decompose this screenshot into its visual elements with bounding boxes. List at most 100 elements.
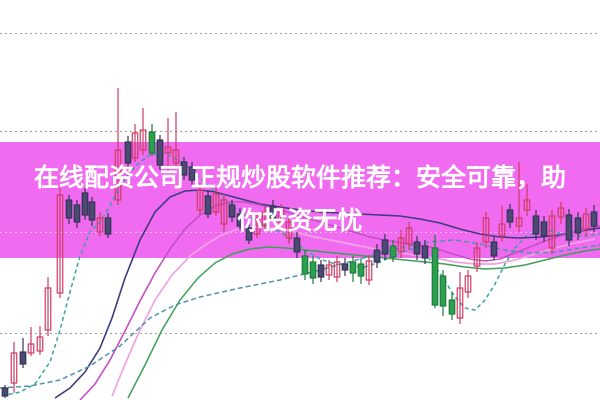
candles [1, 88, 598, 398]
candle-body [104, 217, 112, 235]
candle-body [349, 261, 357, 274]
candle-body [456, 287, 464, 319]
candle-body [65, 199, 73, 219]
candle-body [309, 261, 317, 279]
candle-body [196, 189, 204, 211]
candle-body [397, 237, 405, 253]
candle-body [341, 263, 349, 271]
candle-body [114, 149, 122, 201]
candle [413, 236, 421, 260]
candle [365, 255, 373, 285]
candle [236, 208, 244, 230]
candle-body [582, 213, 590, 230]
candle-body [381, 239, 389, 255]
candle-body [482, 217, 490, 243]
candle-body [131, 132, 139, 159]
candle [464, 270, 472, 298]
candle-body [253, 219, 261, 235]
candle [333, 256, 341, 282]
candle [220, 194, 228, 232]
candle-body [574, 217, 582, 234]
candle [405, 222, 413, 250]
candle-body [431, 247, 439, 306]
candle-body [124, 141, 132, 164]
candle-body [236, 213, 244, 227]
candle [212, 188, 220, 216]
candle-body [325, 264, 333, 276]
candle [381, 234, 389, 260]
candle [473, 242, 481, 272]
candle [448, 292, 456, 320]
candle-body [405, 227, 413, 245]
candle [261, 206, 269, 230]
candle-body [10, 352, 18, 384]
candle [301, 250, 309, 280]
candle [357, 258, 365, 284]
candle [317, 260, 325, 282]
candle-body [36, 336, 44, 352]
candle [188, 162, 196, 185]
candle-body [261, 211, 269, 227]
candle-body [421, 245, 429, 259]
candle [309, 256, 317, 284]
candle [245, 222, 253, 244]
candle [65, 195, 73, 224]
candle-body [498, 223, 506, 237]
candle [325, 260, 333, 280]
candle [148, 124, 156, 156]
candle [156, 135, 164, 170]
candle [523, 184, 531, 216]
candle [27, 327, 35, 356]
candle [96, 212, 104, 236]
candle [73, 200, 81, 228]
candle [139, 108, 147, 155]
ma-steel [0, 239, 600, 389]
candle [389, 240, 397, 262]
candle [36, 326, 44, 355]
candle [285, 216, 293, 244]
candle-body [19, 351, 27, 365]
candle [397, 230, 405, 258]
candle-body [413, 241, 421, 255]
candle [44, 277, 52, 336]
candle [565, 209, 573, 246]
candle-body [88, 201, 96, 221]
candle-body [277, 209, 285, 223]
candle-body [164, 146, 172, 154]
candle [10, 342, 18, 393]
candle-body [301, 255, 309, 275]
candle-body [540, 221, 548, 237]
candle [196, 183, 204, 215]
candle-body [473, 247, 481, 267]
candle-body [389, 245, 397, 258]
candle-body [156, 139, 164, 166]
candle [515, 162, 523, 232]
candle [277, 204, 285, 228]
candle-body [448, 299, 456, 315]
ma-green [127, 246, 600, 399]
candle [431, 235, 439, 308]
candle [498, 206, 506, 242]
candle-body [269, 205, 277, 219]
candle-body [515, 217, 523, 227]
candle-body [204, 195, 212, 215]
candle-body [548, 215, 556, 249]
candle [253, 213, 261, 238]
candle [131, 124, 139, 162]
ma-orchid [79, 201, 600, 400]
candle-body [365, 260, 373, 281]
candle [88, 197, 96, 226]
candle-body [212, 193, 220, 213]
candle [180, 157, 188, 180]
candle [114, 88, 122, 205]
candle-body [373, 249, 381, 263]
candle-body [506, 209, 514, 223]
candle [81, 188, 89, 220]
candle [490, 236, 498, 260]
candle [1, 385, 9, 398]
candle [269, 200, 277, 222]
candle-body [139, 129, 147, 151]
candle-body [188, 166, 196, 181]
